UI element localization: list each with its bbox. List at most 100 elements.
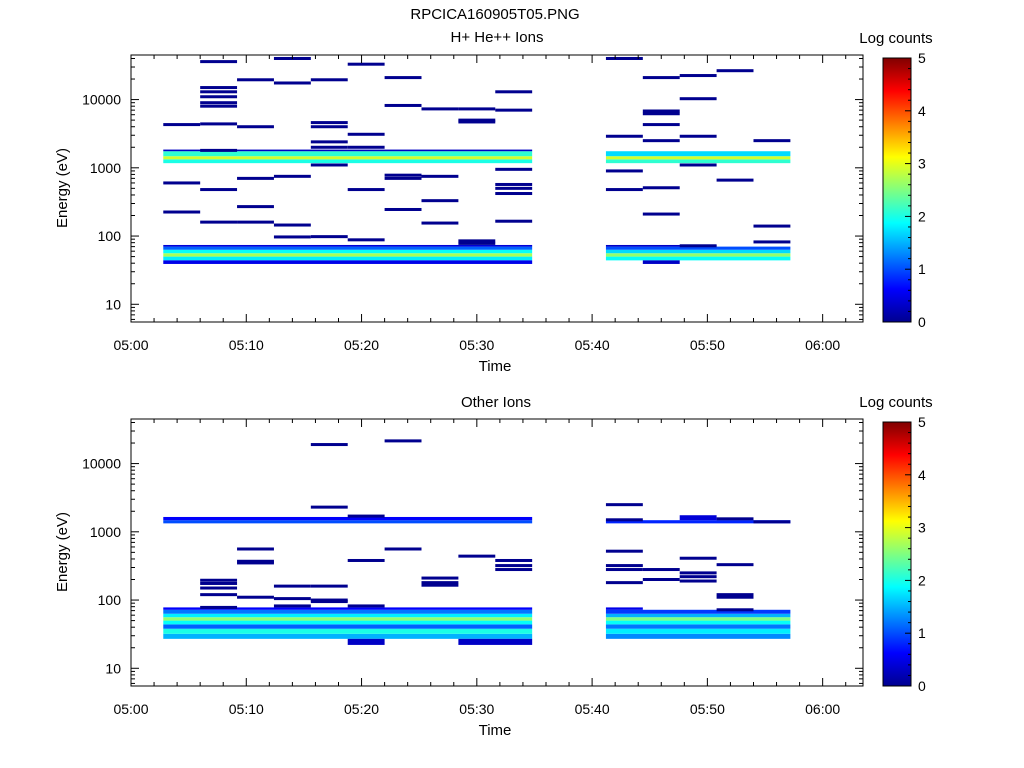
- heatmap-cell: [642, 260, 680, 264]
- heatmap-cell-single-count: [163, 210, 201, 214]
- heatmap-cell: [605, 609, 791, 614]
- heatmap-cell-single-count: [642, 186, 680, 190]
- heatmap-cell-single-count: [384, 76, 422, 80]
- heatmap-cell-single-count: [679, 134, 717, 138]
- heatmap-cell-single-count: [200, 101, 238, 105]
- y-tick-label: 10: [105, 296, 121, 312]
- heatmap-cell-single-count: [310, 505, 348, 509]
- x-axis-ticks: 05:00 05:10 05:20 05:30 05:40 05:50 06:00: [113, 55, 847, 353]
- y-tick-label: 1000: [90, 160, 121, 176]
- heatmap-cell-single-count: [237, 78, 274, 82]
- x-tick-label: 05:00: [113, 337, 148, 353]
- heatmap-cell-single-count: [716, 69, 754, 73]
- heatmap-cell-single-count: [200, 148, 238, 152]
- heatmap-cell-single-count: [200, 605, 238, 609]
- heatmap-cell-single-count: [237, 559, 274, 563]
- heatmap-cell-single-count: [495, 192, 533, 196]
- heatmap-cell-single-count: [495, 90, 533, 94]
- x-tick-label: 06:00: [805, 337, 840, 353]
- heatmap-cell-single-count: [753, 520, 791, 524]
- x-tick-label: 05:20: [344, 701, 379, 717]
- heatmap-cell: [605, 624, 791, 629]
- heatmap-cell-single-count: [679, 74, 717, 78]
- x-tick-label: 05:20: [344, 337, 379, 353]
- heatmap-cells: [163, 439, 791, 645]
- colorbar-tick-label: 1: [918, 261, 926, 277]
- heatmap-cell: [163, 249, 533, 254]
- heatmap-cell: [163, 520, 533, 524]
- heatmap-cell-single-count: [273, 81, 311, 85]
- heatmap-cell: [163, 624, 533, 629]
- heatmap-cell: [605, 253, 791, 257]
- figure-title: RPCICA160905T05.PNG: [410, 6, 579, 23]
- heatmap-cell-single-count: [605, 56, 643, 60]
- heatmap-cell-single-count: [273, 584, 311, 588]
- heatmap-cell-single-count: [237, 547, 274, 551]
- heatmap-cell-single-count: [753, 224, 791, 228]
- heatmap-cell-single-count: [310, 145, 348, 149]
- heatmap-cell-single-count: [310, 598, 348, 602]
- heatmap-cell-single-count: [310, 584, 348, 588]
- heatmap-cell-single-count: [200, 581, 238, 585]
- heatmap-cell: [163, 609, 533, 614]
- heatmap-cell-single-count: [237, 220, 274, 224]
- heatmap-cells: [163, 56, 791, 264]
- heatmap-cell: [605, 159, 791, 164]
- colorbar-tick-label: 3: [918, 520, 926, 536]
- heatmap-cell-single-count: [200, 593, 238, 597]
- heatmap-cell-single-count: [495, 564, 533, 568]
- heatmap-cell: [163, 607, 533, 610]
- heatmap-cell: [605, 607, 643, 610]
- heatmap-cell-single-count: [347, 238, 385, 242]
- panel-title: H+ He++ Ions: [451, 29, 544, 46]
- heatmap-cell-single-count: [200, 104, 238, 108]
- heatmap-cell-single-count: [679, 97, 717, 101]
- heatmap-cell-single-count: [716, 608, 754, 612]
- heatmap-cell: [605, 617, 791, 621]
- heatmap-cell: [163, 256, 533, 261]
- heatmap-cell-single-count: [237, 125, 274, 129]
- heatmap-cell-single-count: [347, 514, 385, 518]
- heatmap-cell-single-count: [642, 109, 680, 113]
- colorbar-tick-label: 1: [918, 625, 926, 641]
- colorbar-ticks: 0 1 2 3 4 5: [905, 50, 926, 330]
- heatmap-cell-single-count: [495, 558, 533, 562]
- heatmap-cell: [605, 249, 791, 254]
- colorbar-tick-label: 2: [918, 208, 926, 224]
- heatmap-cell-single-count: [237, 595, 274, 599]
- heatmap-cell-single-count: [642, 112, 680, 116]
- panel-title: Other Ions: [461, 394, 531, 411]
- heatmap-cell-single-count: [273, 223, 311, 227]
- heatmap-cell: [163, 149, 533, 152]
- heatmap-cell-single-count: [310, 125, 348, 129]
- colorbar-tick-label: 4: [918, 467, 926, 483]
- heatmap-cell-single-count: [384, 439, 422, 443]
- heatmap-cell-single-count: [716, 593, 754, 597]
- colorbar-tick-label: 0: [918, 314, 926, 330]
- heatmap-cell: [605, 613, 791, 618]
- heatmap-cell-single-count: [642, 578, 680, 582]
- heatmap-cell-single-count: [753, 139, 791, 143]
- heatmap-cell-single-count: [642, 76, 680, 80]
- heatmap-cell-single-count: [605, 564, 643, 568]
- heatmap-cell-single-count: [679, 579, 717, 583]
- heatmap-cell-single-count: [200, 586, 238, 590]
- heatmap-cell-single-count: [458, 118, 496, 122]
- heatmap-cell-single-count: [200, 220, 238, 224]
- heatmap-cell: [605, 620, 791, 625]
- y-axis-ticks: 10 100 1000 10000: [82, 57, 863, 320]
- heatmap-cell-single-count: [642, 568, 680, 572]
- colorbar-label: Log counts: [859, 394, 932, 411]
- heatmap-cell-single-count: [310, 600, 348, 604]
- heatmap-cell: [163, 151, 533, 157]
- heatmap-cell-single-count: [347, 145, 385, 149]
- heatmap-cell-single-count: [310, 78, 348, 82]
- heatmap-cell-single-count: [458, 554, 496, 558]
- colorbar-tick-label: 2: [918, 572, 926, 588]
- heatmap-cell-single-count: [273, 597, 311, 601]
- heatmap-cell-single-count: [421, 221, 459, 225]
- heatmap-cell: [605, 520, 791, 524]
- heatmap-cell-single-count: [384, 173, 422, 177]
- x-axis-ticks: 05:00 05:10 05:20 05:30 05:40 05:50 06:00: [113, 419, 847, 717]
- colorbar-tick-label: 3: [918, 156, 926, 172]
